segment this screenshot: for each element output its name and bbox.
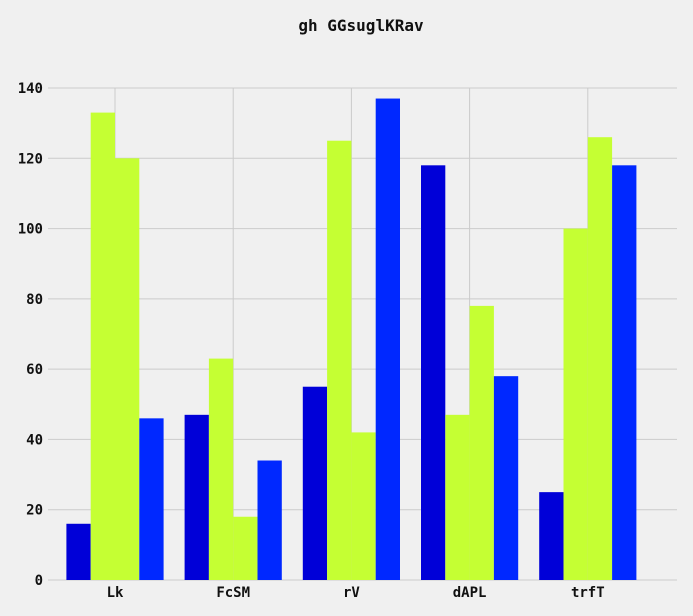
bar (327, 140, 352, 580)
y-tick-label: 0 (35, 573, 43, 589)
x-tick-label: rV (343, 585, 360, 601)
bar (469, 305, 494, 580)
bar (257, 460, 282, 580)
x-tick-label: FcSM (216, 585, 250, 601)
y-tick-label: 20 (26, 503, 43, 519)
y-tick-label: 60 (26, 362, 43, 378)
y-tick-label: 80 (26, 292, 43, 308)
chart-title: gh GGsuglKRav (298, 16, 424, 35)
bar (445, 414, 470, 580)
bar (208, 358, 234, 580)
bar (587, 137, 613, 580)
y-axis-ticks: 0 20 40 60 80 100 120 140 (18, 81, 43, 589)
bar (115, 158, 140, 581)
x-tick-label: dAPL (453, 585, 487, 601)
x-tick-label: trfT (571, 585, 605, 601)
bar (563, 228, 588, 581)
bar (375, 98, 400, 581)
x-tick-label: Lk (107, 585, 124, 601)
bar (66, 523, 91, 580)
bar (421, 165, 446, 581)
bar (351, 432, 376, 580)
y-tick-label: 40 (26, 432, 43, 448)
x-axis-ticks: Lk FcSM rV dAPL trfT (107, 585, 605, 601)
bar (539, 492, 564, 580)
bar (233, 516, 258, 580)
bar (612, 165, 637, 581)
bars (66, 98, 637, 581)
bar (90, 112, 115, 580)
y-tick-label: 120 (18, 151, 43, 167)
y-tick-label: 100 (18, 222, 43, 238)
bar (139, 418, 164, 580)
bar (493, 376, 519, 580)
y-tick-label: 140 (18, 81, 43, 97)
bar (302, 386, 328, 580)
bar (184, 414, 209, 580)
